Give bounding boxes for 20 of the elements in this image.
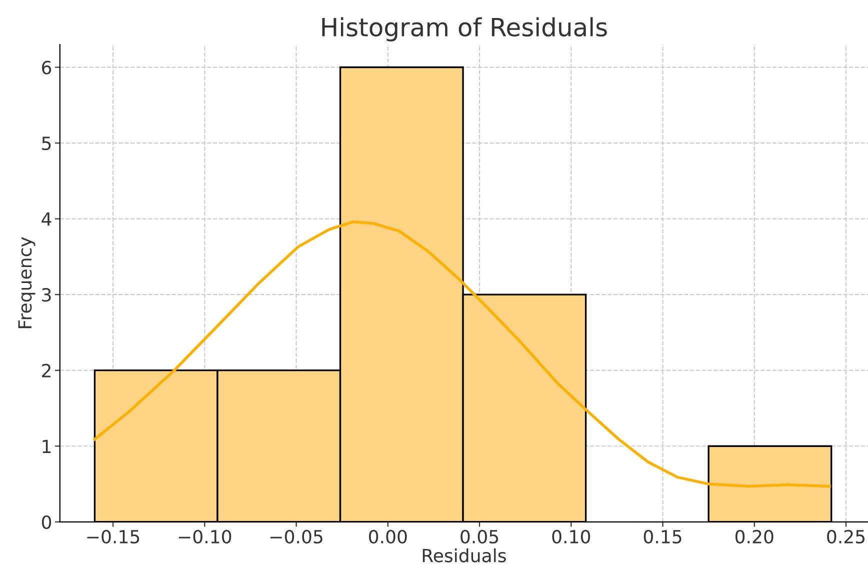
- line-series: [93, 220, 831, 488]
- y-axis-title: Frequency: [18, 237, 36, 328]
- y-tick-label: 6: [42, 60, 52, 74]
- y-tick-label: 0: [42, 515, 52, 530]
- y-tick-label: 1: [42, 440, 51, 453]
- x-tick-label: −0.15: [87, 530, 140, 544]
- chart-title: Histogram of Residuals: [322, 17, 607, 42]
- y-tick-label: 4: [42, 212, 52, 226]
- x-tick-label: −0.05: [270, 530, 322, 544]
- x-tick-label: 0.05: [460, 530, 498, 544]
- y-tick-label: 3: [42, 288, 51, 302]
- x-tick-label: 0.20: [735, 530, 774, 544]
- x-axis-title: Residuals: [422, 548, 506, 562]
- x-tick-label: 0.25: [827, 530, 865, 544]
- y-tick-label: 2: [42, 364, 50, 378]
- x-tick-label: 0.00: [368, 530, 407, 544]
- x-tick-label: 0.15: [644, 530, 682, 544]
- x-tick-label: 0.10: [552, 530, 590, 544]
- y-tick-label: 5: [42, 136, 51, 150]
- x-tick-label: −0.10: [178, 530, 232, 544]
